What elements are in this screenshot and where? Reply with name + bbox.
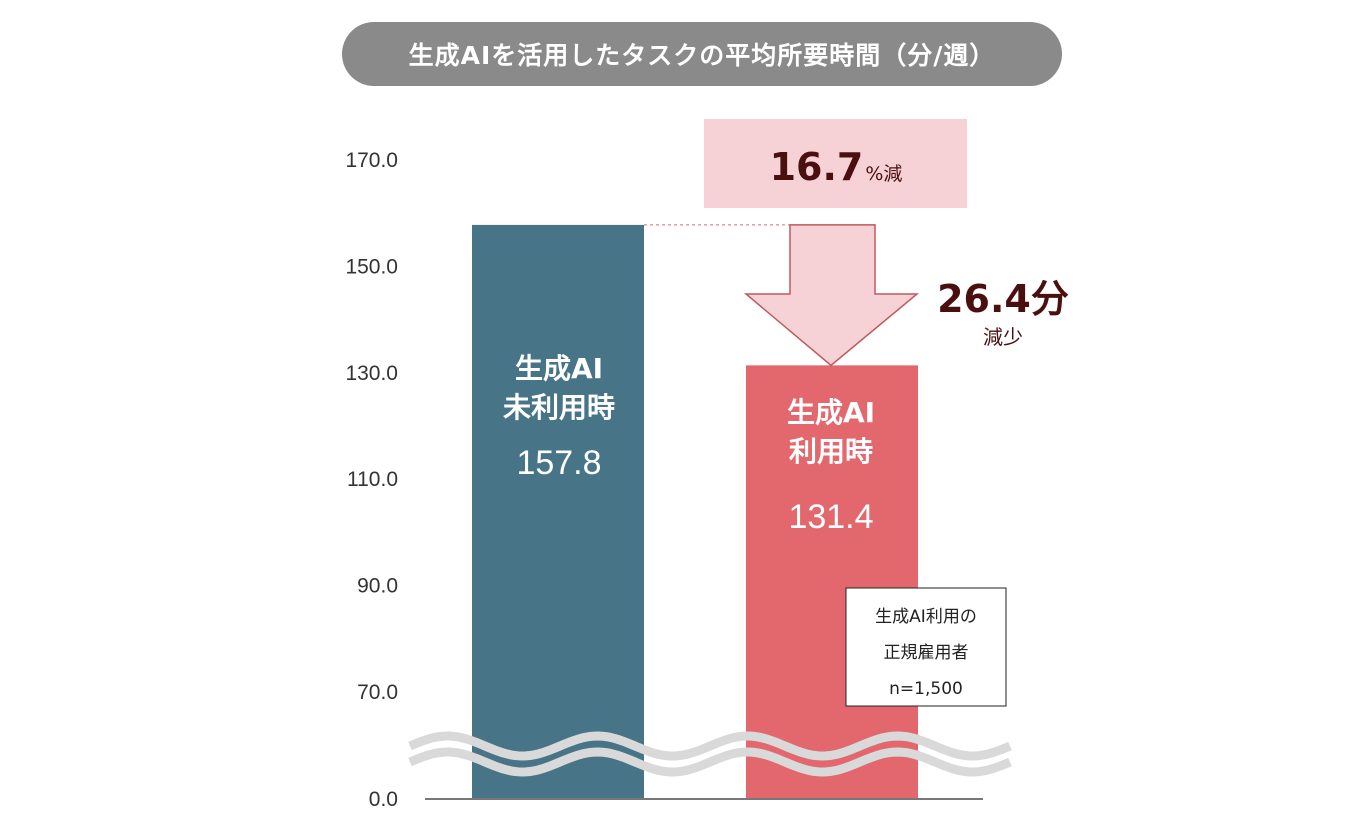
bar-label-unused-line1: 生成AI [515, 352, 603, 385]
percent-reduction-box [704, 119, 967, 208]
y-tick-label: 150.0 [345, 255, 398, 278]
y-tick-label: 110.0 [347, 468, 398, 491]
note-line1: 生成AI利用の [875, 607, 977, 627]
y-tick-label: 170.0 [345, 149, 398, 172]
y-tick-label: 70.0 [357, 681, 398, 704]
bar-unused [472, 224, 644, 800]
note-line3: n=1,500 [889, 679, 963, 699]
percent-reduction-label: 16.7 %減 [770, 145, 903, 189]
bar-used [746, 365, 918, 799]
diff-minutes: 26.4分 [937, 277, 1069, 321]
bar-value-used: 131.4 [788, 498, 873, 536]
percent-value: 16.7 [770, 145, 864, 189]
note-box [845, 587, 1007, 707]
bar-label-used-line2: 利用時 [789, 435, 873, 468]
diff-label: 減少 [983, 325, 1023, 349]
percent-unit: %減 [865, 163, 902, 185]
axis-break-icon [408, 731, 1012, 777]
bar-label-unused-line2: 未利用時 [503, 391, 615, 424]
bar-label-used-line1: 生成AI [787, 396, 875, 429]
y-tick-label: 0.0 [369, 788, 398, 811]
y-tick-label: 130.0 [345, 362, 398, 385]
bar-value-unused: 157.8 [516, 444, 601, 482]
note-line2: 正規雇用者 [884, 643, 969, 663]
down-arrow-icon [743, 224, 920, 367]
y-tick-label: 90.0 [357, 575, 398, 598]
y-axis-ticks: 170.0 150.0 130.0 110.0 90.0 70.0 0.0 [345, 149, 398, 811]
chart-title: 生成AIを活用したタスクの平均所要時間（分/週） [342, 22, 1062, 86]
